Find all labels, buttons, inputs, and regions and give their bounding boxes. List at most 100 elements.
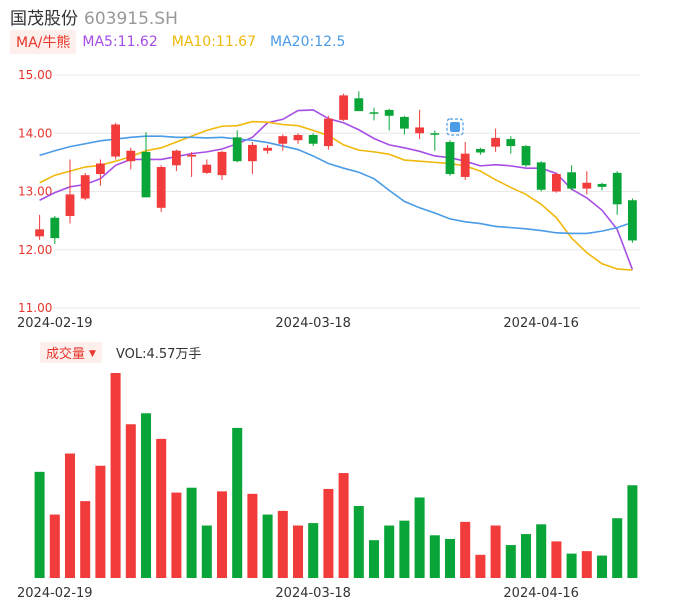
volume-bar	[292, 525, 304, 578]
candle	[202, 159, 212, 175]
volume-value-label: VOL:4.57万手	[115, 346, 202, 362]
candle	[536, 161, 546, 192]
candle-body	[50, 217, 60, 239]
volume-bar	[247, 493, 258, 578]
stock-title: 国茂股份 603915.SH	[10, 4, 178, 29]
ma5-legend-label: MA5:11.62	[82, 34, 158, 50]
candle	[65, 159, 75, 224]
candle	[445, 140, 455, 176]
volume-bar	[262, 514, 273, 578]
y-tick-label: 15.00	[18, 68, 52, 82]
candle	[597, 182, 607, 191]
x-tick-label: 2024-03-18	[275, 586, 351, 601]
volume-bar	[429, 535, 440, 578]
candle-body	[354, 98, 364, 112]
stock-code: 603915.SH	[84, 9, 178, 29]
volume-bar	[627, 485, 638, 578]
candle-body	[263, 147, 273, 151]
candle-body	[491, 137, 501, 147]
candle	[95, 159, 105, 186]
candle-body	[156, 167, 166, 208]
candle	[111, 122, 121, 160]
candle	[460, 141, 470, 180]
volume-bar	[140, 413, 152, 578]
volume-bar	[505, 545, 516, 578]
candle	[278, 134, 288, 151]
volume-bar	[323, 488, 334, 578]
x-tick-label: 2024-04-16	[503, 586, 579, 601]
candle	[232, 130, 242, 163]
volume-bar	[232, 427, 243, 578]
candle	[354, 91, 364, 112]
volume-bar	[201, 525, 212, 578]
y-tick-label: 11.00	[18, 301, 52, 315]
volume-bar	[95, 465, 106, 578]
price-grid	[54, 74, 640, 309]
volume-bar	[216, 491, 228, 578]
candle-body	[475, 148, 485, 153]
candle-body	[460, 153, 470, 177]
candlesticks	[35, 91, 637, 244]
volume-bar	[551, 541, 562, 578]
candle-body	[202, 164, 212, 173]
candle-body	[521, 146, 531, 166]
volume-bar	[80, 501, 91, 578]
volume-bar	[566, 553, 577, 578]
candle	[293, 133, 303, 144]
candle-body	[445, 141, 455, 175]
candle	[171, 149, 181, 172]
volume-bar	[338, 473, 349, 578]
candle	[50, 215, 60, 244]
ma-lines	[39, 109, 634, 271]
volume-bar	[475, 554, 486, 578]
volume-bar	[125, 424, 136, 578]
candle-body	[551, 174, 561, 192]
volume-legend: 成交量 ▼ VOL:4.57万手	[40, 341, 202, 363]
candle	[521, 144, 531, 168]
candle-body	[384, 109, 394, 116]
ma20-line	[39, 135, 633, 235]
volume-bar	[612, 518, 623, 578]
candle-body	[612, 172, 622, 205]
x-tick-label: 2024-02-19	[17, 316, 93, 331]
ma-toggle-button[interactable]: MA/牛熊	[10, 30, 77, 54]
candle-body	[95, 163, 105, 175]
ma10-legend-label: MA10:11.67	[171, 34, 257, 50]
selected-candle-marker[interactable]	[446, 118, 464, 136]
candle	[582, 171, 592, 195]
volume-bar	[414, 497, 425, 578]
candle	[415, 109, 425, 140]
volume-bar	[399, 520, 410, 578]
volume-toggle-button[interactable]: 成交量 ▼	[40, 341, 102, 363]
candle-body	[232, 137, 242, 162]
candle-body	[339, 95, 349, 120]
y-tick-label: 13.00	[18, 185, 52, 199]
candle-body	[567, 172, 577, 189]
ma20-legend-label: MA20:12.5	[270, 34, 346, 50]
candle-body	[35, 229, 45, 237]
candle-body	[80, 175, 90, 199]
volume-bar	[64, 453, 76, 578]
candle	[369, 107, 379, 121]
candle	[126, 147, 136, 170]
candle-body	[141, 151, 151, 198]
candle-body	[506, 139, 516, 147]
candle	[35, 214, 45, 240]
volume-bar	[490, 525, 501, 578]
candle	[567, 165, 577, 191]
volume-bar	[308, 523, 319, 578]
candle	[430, 130, 440, 151]
candle-body	[171, 150, 181, 166]
volume-bar	[444, 538, 456, 578]
candle	[384, 108, 394, 131]
volume-bar	[186, 487, 197, 578]
ma10-line	[39, 120, 633, 271]
candle	[399, 115, 409, 135]
x-tick-label: 2024-04-16	[503, 316, 579, 331]
volume-bar	[368, 540, 380, 578]
candle-body	[293, 134, 303, 141]
triangle-down-icon: ▼	[89, 348, 96, 359]
y-tick-label: 14.00	[18, 126, 52, 140]
volume-bar	[581, 551, 592, 578]
candle-body	[217, 151, 227, 176]
